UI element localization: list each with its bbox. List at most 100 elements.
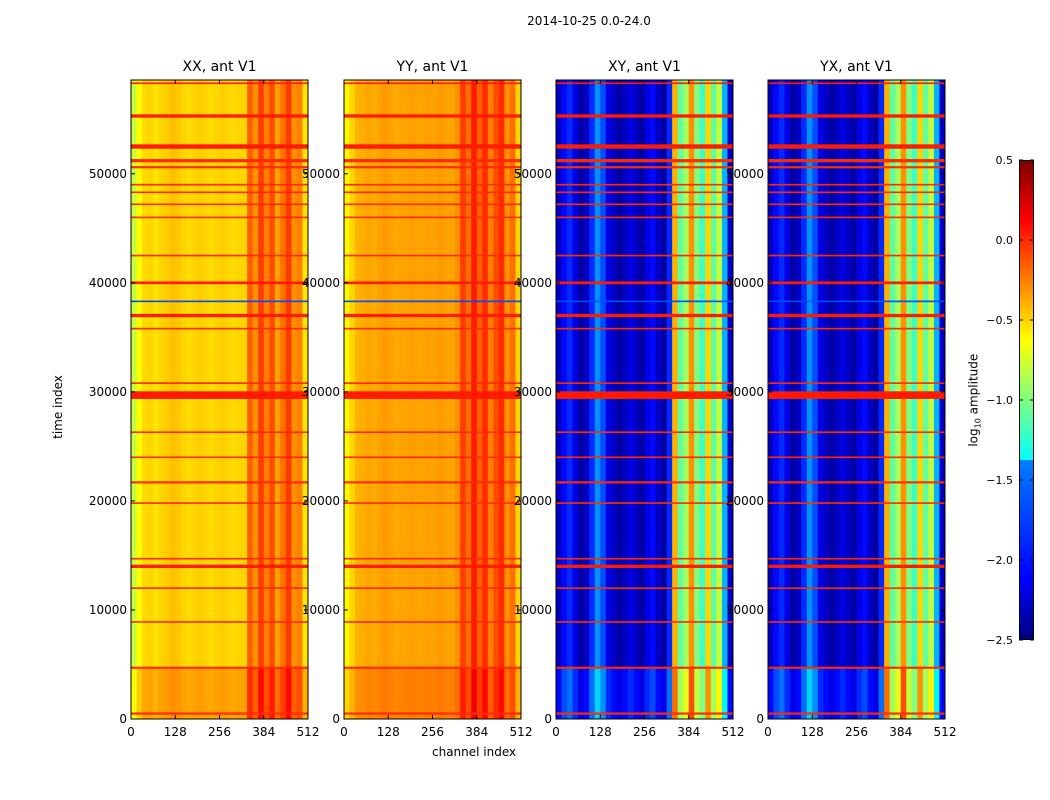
heatmap-cell xyxy=(404,667,411,719)
heatmap-cell xyxy=(136,80,143,668)
heatmap-cell xyxy=(578,667,585,719)
heatmap-cell xyxy=(688,80,695,668)
y-tick-label: 30000 xyxy=(726,385,764,399)
heatmap-cell xyxy=(583,80,590,668)
heatmap-cell xyxy=(142,667,149,719)
heatmap-cell xyxy=(147,667,154,719)
heatmap-cell xyxy=(784,80,791,668)
x-tick-label: 0 xyxy=(764,725,772,739)
heatmap-cell xyxy=(884,667,891,719)
heatmap-cell xyxy=(633,667,640,719)
flagged-row xyxy=(768,166,945,169)
y-tick-label: 10000 xyxy=(89,603,127,617)
heatmap-cell xyxy=(705,80,712,668)
flagged-row xyxy=(131,327,308,330)
flagged-row xyxy=(131,313,308,318)
heatmap-cell xyxy=(801,80,808,668)
heatmap-cell xyxy=(377,667,384,719)
heatmap-cell xyxy=(677,667,684,719)
heatmap-cell xyxy=(790,667,797,719)
heatmap-cell xyxy=(153,80,160,668)
y-tick-label: 40000 xyxy=(302,276,340,290)
heatmap-cell xyxy=(721,667,728,719)
flagged-row xyxy=(768,587,945,589)
flagged-row xyxy=(768,281,945,285)
heatmap-cell xyxy=(616,80,623,668)
y-tick-label: 50000 xyxy=(89,167,127,181)
flagged-row xyxy=(131,254,308,257)
heatmap-cell xyxy=(828,667,835,719)
heatmap-cell xyxy=(906,667,913,719)
flagged-row xyxy=(131,502,308,504)
heatmap-cell xyxy=(605,667,612,719)
heatmap-cell xyxy=(515,80,522,668)
heatmap-cell xyxy=(285,667,292,719)
heatmap-cell xyxy=(509,80,516,668)
heatmap-cell xyxy=(296,80,303,668)
heatmap-cell xyxy=(438,667,445,719)
heatmap-cell xyxy=(263,667,270,719)
heatmap-cell xyxy=(225,667,232,719)
heatmap-cell xyxy=(939,667,946,719)
flagged-row xyxy=(556,254,733,257)
panel-title-xy: XY, ant V1 xyxy=(608,59,681,75)
heatmap-cell xyxy=(594,667,601,719)
heatmap-cell xyxy=(175,667,182,719)
flagged-row xyxy=(344,159,521,163)
heatmap-cell xyxy=(147,80,154,668)
heatmap-cell xyxy=(280,80,287,668)
y-tick-label: 0 xyxy=(119,712,127,726)
flagged-row xyxy=(556,191,733,194)
flagged-row xyxy=(344,382,521,384)
heatmap-cell xyxy=(878,80,885,668)
heatmap-cell xyxy=(493,667,500,719)
heatmap-cell xyxy=(202,667,209,719)
heatmap-cell xyxy=(812,80,819,668)
flagged-row xyxy=(556,327,733,330)
heatmap-cell xyxy=(900,80,907,668)
heatmap-cell xyxy=(627,667,634,719)
heatmap-cell xyxy=(476,667,483,719)
flagged-row xyxy=(131,144,308,149)
heatmap-cell xyxy=(650,80,657,668)
heatmap-cell xyxy=(644,667,651,719)
heatmap-cell xyxy=(823,80,830,668)
heatmap-cell xyxy=(727,80,734,668)
heatmap-cell xyxy=(355,667,362,719)
heatmap-cell xyxy=(773,80,780,668)
flagged-row xyxy=(556,564,733,568)
heatmap-cell xyxy=(817,80,824,668)
x-tick-label: 256 xyxy=(845,725,868,739)
heatmap-cell xyxy=(443,80,450,668)
heatmap-cell xyxy=(661,80,668,668)
heatmap-cell xyxy=(917,80,924,668)
heatmap-cell xyxy=(823,667,830,719)
heatmap-cell xyxy=(269,80,276,668)
heatmap-cell xyxy=(856,80,863,668)
flagged-row xyxy=(131,203,308,206)
flagged-row xyxy=(131,216,308,219)
heatmap-cell xyxy=(556,80,563,668)
flagged-row xyxy=(556,587,733,589)
heatmap-cell xyxy=(175,80,182,668)
heatmap-cell xyxy=(839,667,846,719)
flagged-row xyxy=(768,203,945,206)
heatmap-cell xyxy=(622,667,629,719)
heatmap-cell xyxy=(252,80,259,668)
heatmap-cell xyxy=(556,667,563,719)
heatmap-cell xyxy=(258,667,265,719)
heatmap-cell xyxy=(817,667,824,719)
heatmap-cell xyxy=(710,80,717,668)
heatmap-cell xyxy=(426,80,433,668)
heatmap-cell xyxy=(164,80,171,668)
heatmap-cell xyxy=(388,80,395,668)
heatmap-cell xyxy=(784,667,791,719)
flagged-row xyxy=(344,391,521,399)
heatmap-cell xyxy=(655,80,662,668)
heatmap-cell xyxy=(377,80,384,668)
heatmap-cell xyxy=(382,80,389,668)
y-tick-label: 0 xyxy=(756,712,764,726)
heatmap-cell xyxy=(699,667,706,719)
flagged-row xyxy=(344,587,521,589)
heatmap-cell xyxy=(561,80,568,668)
